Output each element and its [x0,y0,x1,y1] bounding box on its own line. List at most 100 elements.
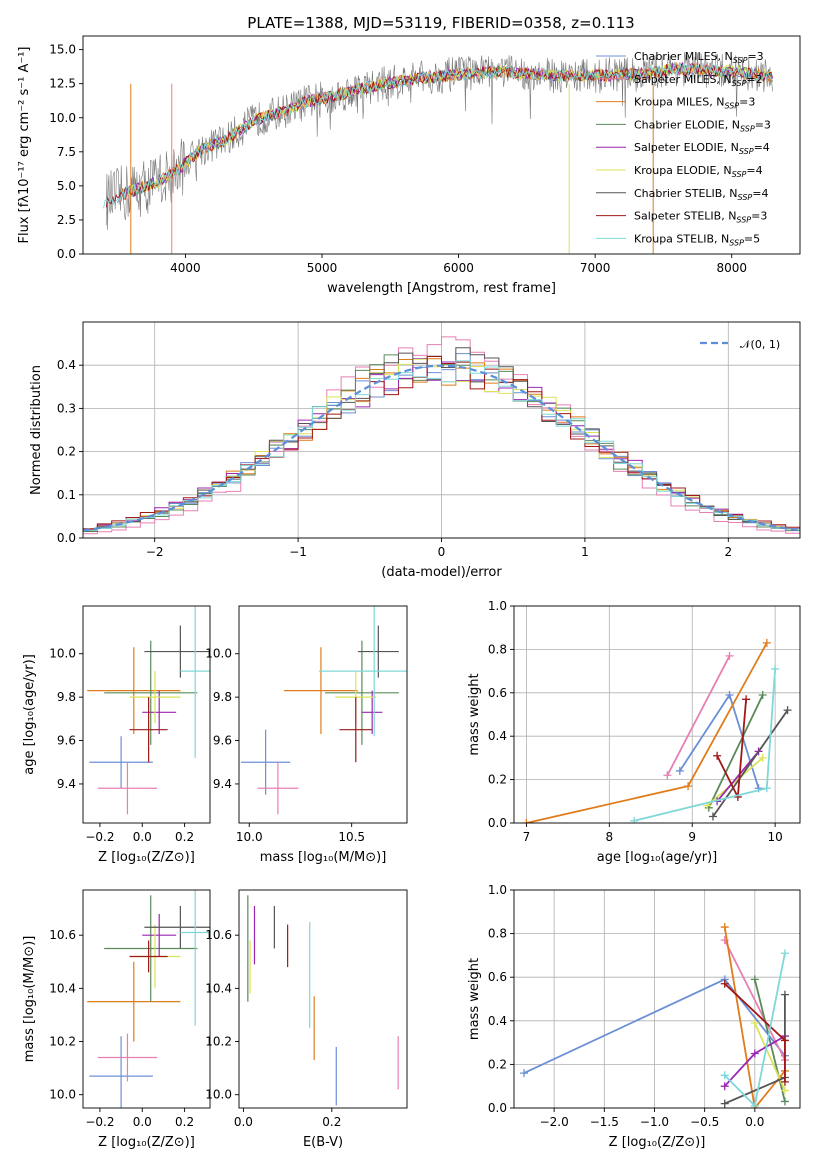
plot-area [103,52,774,254]
legend-entry: Chabrier MILES, NSSP=3 [634,50,764,65]
y-tick-label: 0.0 [488,1101,507,1115]
legend-entry-suffix: =3 [751,210,767,223]
legend-entry: 𝒩(0, 1) [740,338,780,351]
y-tick-label: 0.1 [57,488,76,502]
figure-title: PLATE=1388, MJD=53119, FIBERID=0358, z=0… [247,14,634,32]
legend-entry-subscript: SSP [738,193,753,202]
salpeter-miles-histogram [83,336,800,535]
salpeter-stelib-histogram [83,355,800,530]
x-axis-label: mass [log₁₀(M/M⊙)] [260,850,387,865]
plot-area [522,638,792,823]
legend-entry-subscript: SSP [740,124,755,133]
mass-weight-marker [758,690,767,699]
spectrum-panel: 4000 5000 6000 7000 8000 0.0 2.5 5.0 7.5 10.0 12.5… [17,35,801,296]
x-axis-label: (data-model)/error [381,565,502,580]
x-tick-label: −2 [146,545,164,559]
y-tick-label: 10.6 [205,928,232,942]
y-tick-label: 10.0 [49,647,76,661]
y-tick-label: 2.5 [57,213,76,227]
legend-entry-subscript: SSP [732,79,747,88]
mass-weight-marker [713,751,722,760]
legend-entry: Kroupa STELIB, NSSP=5 [634,232,760,247]
x-tick-label: −1 [289,545,307,559]
residual-histogram-panel: −2 −1 0 1 2 0.0 0.1 0.2 0.3 0.4 (data-model)/error… [29,321,801,580]
y-tick-label: 9.4 [57,777,76,791]
plot-area [83,336,800,535]
y-tick-label: 12.5 [49,77,76,91]
x-tick-label: −0.2 [85,1115,114,1129]
y-tick-label: 0.2 [57,445,76,459]
y-tick-label: 10.4 [205,981,232,995]
legend-entry-prefix: Kroupa MILES, N [634,96,724,109]
plot-area [87,606,210,815]
y-tick-label: 10.0 [49,1088,76,1102]
mass-weight-marker [675,766,684,775]
x-tick-label: 5000 [307,261,338,275]
legend-entry-suffix: =3 [739,96,755,109]
mass-weight-line [666,655,731,776]
kroupa-elodie-model-line [126,62,772,199]
x-tick-label: 10.5 [338,830,365,844]
plot-area [247,895,399,1106]
plot-area [241,606,407,815]
x-tick-label: 9 [688,830,696,844]
legend-entry-subscript: SSP [736,216,751,225]
mass-weight-marker [780,1036,789,1045]
mass-weight-marker [720,979,729,988]
legend-entry-suffix: =5 [744,232,760,245]
y-tick-label: 0.4 [488,1014,507,1028]
y-tick-label: 0.6 [488,686,507,700]
legend-entry-prefix: Kroupa STELIB, N [634,232,729,245]
x-tick-label: 6000 [443,261,474,275]
mass-vs-extinction-panel: 0.0 0.2 10.0 10.2 10.4 10.6 E(B-V) [205,889,408,1150]
x-tick-label: 4000 [170,261,201,275]
x-tick-label: 8 [606,830,614,844]
x-tick-label: −1.0 [640,1115,669,1129]
mass-weight-marker [720,1099,729,1108]
legend-entry-subscript: SSP [739,147,754,156]
x-tick-label: 0.0 [133,830,152,844]
mass-weight-marker [725,690,734,699]
y-tick-label: 0.6 [488,970,507,984]
normal-distribution-curve [83,364,798,532]
mass-weight-line [723,939,786,1061]
y-axis-label: mass weight [467,958,482,1040]
y-tick-label: 1.0 [488,883,507,897]
y-axis-label: mass [log₁₀(M/M⊙)] [22,936,37,1063]
axes-frame [82,35,801,255]
mass-vs-metallicity-panel: −0.2 0.0 0.2 10.0 10.2 10.4 10.6 Z [log₁₀(Z/Z⊙)… [22,889,211,1150]
x-tick-label: 1 [581,545,589,559]
x-tick-label: 7 [523,830,531,844]
axes-frame [513,605,801,824]
x-tick-label: 7000 [580,261,611,275]
y-axis-label: age [log₁₀(age/yr)] [22,654,37,775]
x-tick-label: −1.5 [590,1115,619,1129]
y-tick-label: 0.0 [57,531,76,545]
axes-frame [82,889,211,1109]
mass-weight-marker [783,706,792,715]
legend-entry-prefix: Salpeter STELIB, N [634,210,736,223]
mass-weight-line [706,757,764,807]
legend-entry-subscript: SSP [729,238,744,247]
y-tick-label: 7.5 [57,145,76,159]
y-tick-label: 0.8 [488,642,507,656]
legend-entry-subscript: SSP [724,102,739,111]
mass-weight-marker [725,651,734,660]
x-tick-label: −0.2 [85,830,114,844]
mass-weight-marker [762,784,771,793]
y-tick-label: 10.0 [205,647,232,661]
mass-weight-marker [780,1077,789,1086]
y-tick-label: 0.0 [488,816,507,830]
legend-entry-subscript: SSP [733,56,748,65]
x-axis-label: Z [log₁₀(Z/Z⊙)] [98,1135,195,1150]
mass-weight-marker [522,819,531,823]
y-tick-label: 9.8 [57,690,76,704]
mass-weight-marker [780,1086,789,1095]
x-axis-label: E(B-V) [303,1135,343,1150]
x-tick-label: 0.0 [234,1115,253,1129]
mass-weight-marker [750,1018,759,1027]
mass-weight-marker [720,1082,729,1091]
x-tick-label: 0.2 [175,830,194,844]
y-tick-label: 9.4 [213,777,232,791]
